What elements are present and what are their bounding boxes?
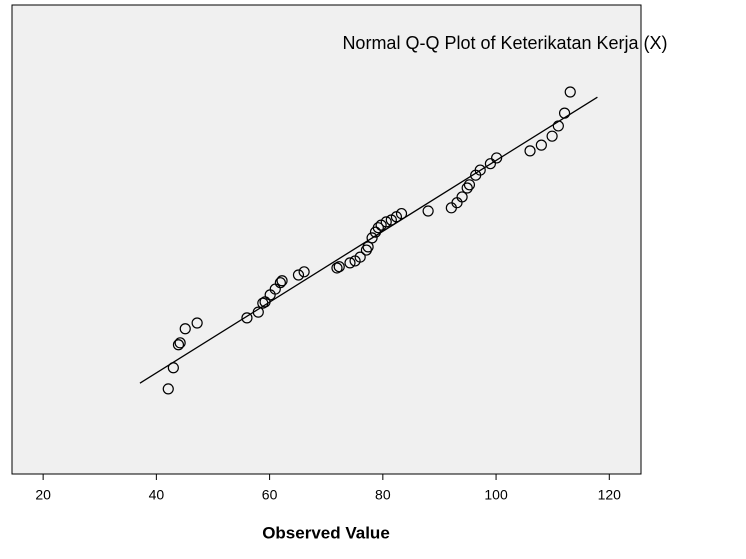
point [422, 205, 434, 217]
point [179, 323, 191, 335]
x-tick-label: 20 [35, 487, 51, 503]
point [372, 222, 384, 234]
point [546, 130, 558, 142]
plot-area [11, 4, 642, 475]
x-tick-label: 100 [484, 487, 508, 503]
point [252, 306, 264, 318]
marks [139, 86, 598, 395]
point [344, 257, 356, 269]
point [298, 266, 310, 278]
point [162, 383, 174, 395]
point [167, 362, 179, 374]
point [461, 182, 473, 194]
point [274, 277, 286, 289]
point [491, 152, 503, 164]
x-tick-label: 120 [598, 487, 622, 503]
x-axis-label: Observed Value [262, 523, 390, 542]
point [395, 207, 408, 220]
point [191, 317, 203, 329]
reference-line [139, 96, 598, 384]
point [174, 337, 186, 349]
point [257, 297, 269, 309]
point [456, 191, 468, 203]
point [558, 107, 571, 119]
point [362, 241, 374, 253]
point [331, 262, 343, 274]
point [241, 312, 253, 324]
point [292, 269, 305, 281]
x-tick-label: 80 [375, 487, 391, 503]
point [552, 120, 564, 132]
point [535, 139, 547, 151]
point [524, 145, 536, 157]
point [354, 251, 366, 263]
point [484, 158, 497, 170]
chart-title: Normal Q-Q Plot of Keterikatan Kerja (X) [342, 33, 667, 53]
point [366, 232, 378, 244]
x-tick-label: 40 [149, 487, 165, 503]
point [276, 275, 288, 287]
point [564, 86, 576, 98]
point [333, 261, 345, 273]
point [463, 179, 476, 191]
x-tick-label: 60 [262, 487, 278, 503]
point [474, 164, 486, 176]
point [172, 339, 185, 351]
point [380, 216, 392, 228]
